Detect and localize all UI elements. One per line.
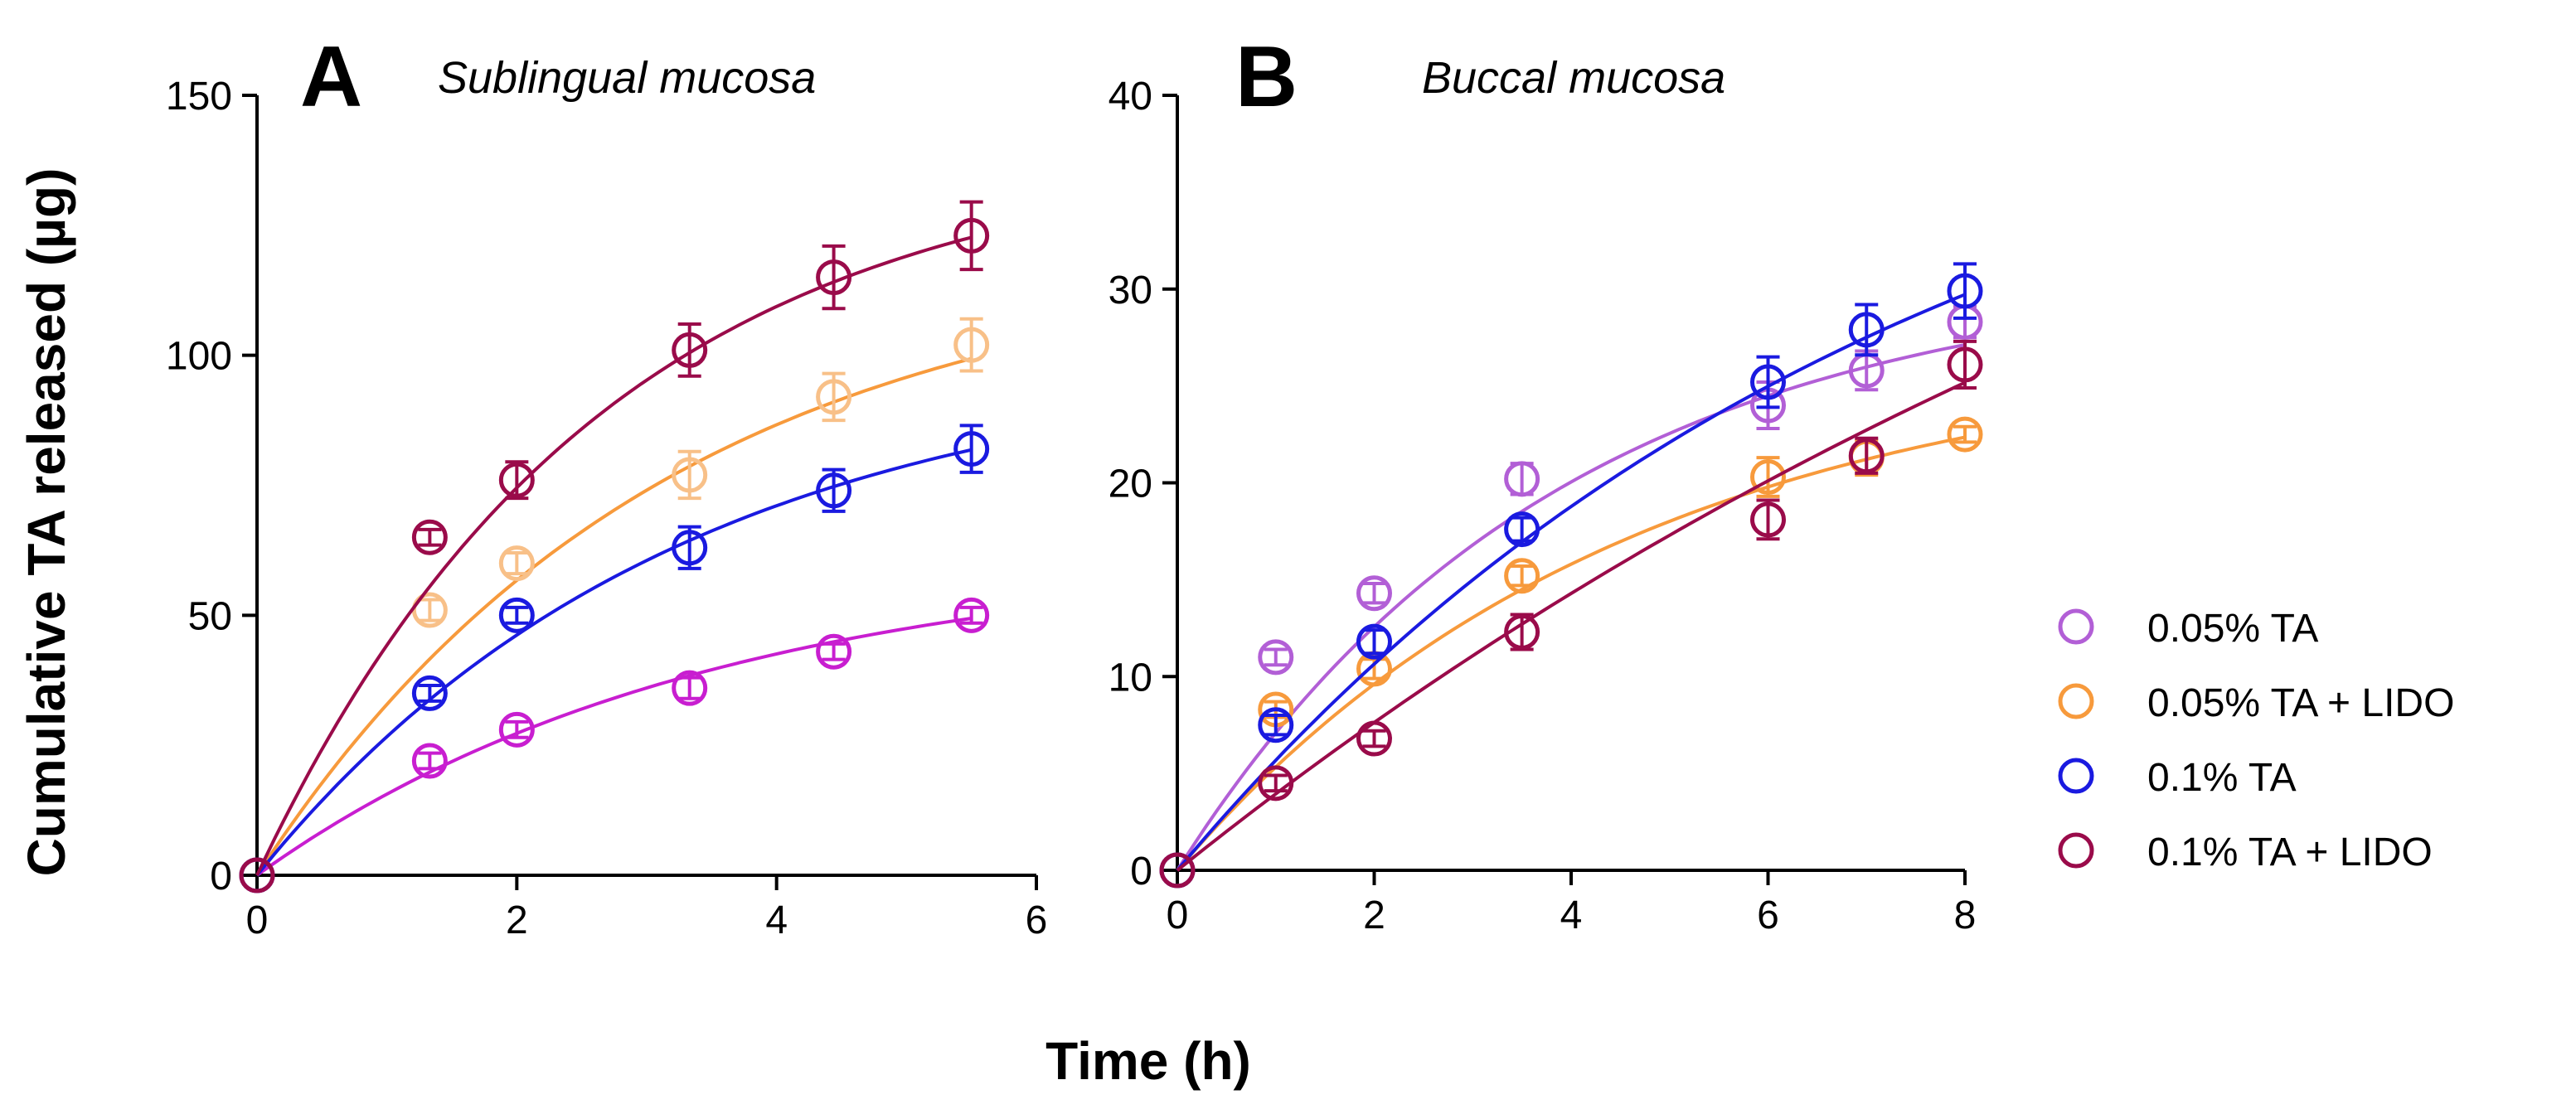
panel-a-series-3-point [953,217,990,254]
panel-a-letter: A [300,29,362,125]
panel-b-series-2-point [1848,312,1885,348]
panel-b-x-tick-label: 2 [1363,893,1385,937]
panel-a-subtitle: Sublingual mucosa [438,53,816,103]
legend-marker-3 [2058,832,2094,869]
panel-b-series-1-point [1504,558,1540,594]
legend-marker-2 [2058,758,2094,794]
legend-marker-0 [2058,608,2094,645]
panel-b-series-0-fit-line [1176,342,1966,872]
panel-b-x-tick-label: 0 [1167,893,1189,937]
panel-b-series-2-point [1750,364,1786,400]
x-axis-title: Time (h) [1045,1031,1251,1091]
panel-b-series-2-point [1356,623,1392,660]
panel-b-series-0-point [1504,461,1540,497]
legend-label-3: 0.1% TA + LIDO [2147,831,2433,874]
panel-a-series-1-point [411,592,448,628]
panel-a-y-tick-label: 50 [188,594,232,638]
panel-a-series-2-point [816,472,852,509]
panel-b-series-3-point [1159,852,1196,889]
panel-a-series-3-fit-line [255,235,973,876]
panel-a-series-2-point [411,675,448,711]
panel-b-series-0-point [1848,352,1885,389]
panel-a-x-tick-label: 2 [506,898,528,942]
panel-b-subtitle: Buccal mucosa [1422,53,1725,103]
panel-a-series-0-fit-line [255,617,972,877]
legend-label-2: 0.1% TA [2147,756,2297,800]
panel-b-series-0-point [1356,575,1392,612]
panel-a-series-1-point [498,545,535,582]
panel-a-series-2-point [953,431,990,467]
panel-b-series-2-point [1947,273,1983,309]
panel-a-series-0-point [498,711,535,748]
panel-b-series-1-point [1750,458,1786,495]
panel-a-series-0-point [411,743,448,779]
panel-b-series-1-point [1947,416,1983,453]
panel-a-series-2-point [672,530,708,566]
panel-a-y-tick-label: 150 [166,75,232,119]
panel-b-series-2-point [1258,707,1294,743]
panel-b-series-3-point [1750,501,1786,538]
panel-a-x-tick-label: 0 [246,898,269,942]
panel-a-x-tick-label: 4 [765,898,788,942]
legend: 0.05% TA 0.05% TA + LIDO 0.1% TA 0.1% TA… [2058,607,2454,874]
panel-b-y-tick-label: 30 [1109,269,1152,312]
panel-a-series-3-point [672,332,708,368]
panel-b-y-tick-label: 0 [1130,850,1152,893]
panel-b-ticks: 0 2 4 6 8 0 10 20 30 40 [1109,75,1977,937]
panel-b-series [1159,262,1983,889]
panel-a-series-3-point [239,857,275,893]
panel-b-series-3-fit-line [1176,380,1966,872]
panel-b-series-3-point [1848,438,1885,474]
panel-b-series-3-point [1258,765,1294,801]
panel-a-series-1-fit-line [255,356,973,877]
panel-a-series-2-point [498,597,535,633]
panel-b-y-tick-label: 40 [1109,75,1152,119]
panel-a-series-1-point [816,379,852,415]
panel-a-series-1-point [953,327,990,363]
panel-a-y-tick-label: 0 [210,855,232,898]
panel-a: A Sublingual mucosa 0 2 4 6 0 50 100 150 [166,29,1047,942]
panel-b-series-1-fit-line [1176,435,1966,872]
panel-b-series-3-point [1356,720,1392,757]
panel-a-series [239,200,990,893]
legend-marker-1 [2058,683,2094,719]
panel-b-x-tick-label: 8 [1954,893,1977,937]
panel-b-series-2-point [1504,511,1540,548]
panel-b-y-tick-label: 20 [1109,462,1152,506]
panel-b-letter: B [1235,29,1298,125]
panel-b-y-tick-label: 10 [1109,656,1152,700]
panel-b-series-2-fit-line [1176,293,1966,872]
panel-a-ticks: 0 2 4 6 0 50 100 150 [166,75,1047,942]
panel-a-series-0-point [953,597,990,633]
panel-a-series-0-point [816,633,852,670]
legend-label-1: 0.05% TA + LIDO [2147,681,2454,725]
panel-b-series-0-point [1258,639,1294,676]
panel-a-series-1-point [672,457,708,493]
panel-b-series-3-point [1504,613,1540,650]
panel-a-series-3-point [816,259,852,296]
panel-a-series-0-point [672,670,708,706]
legend-label-0: 0.05% TA [2147,607,2318,651]
panel-b-x-tick-label: 6 [1757,893,1779,937]
panel-b: B Buccal mucosa 0 2 4 6 8 0 10 20 30 40 [1109,29,1983,937]
panel-a-series-3-point [498,462,535,498]
panel-a-x-tick-label: 6 [1026,898,1048,942]
panel-b-x-tick-label: 4 [1560,893,1583,937]
panel-b-series-3-point [1947,346,1983,383]
panel-a-y-tick-label: 100 [166,335,232,379]
panel-a-series-2-fit-line [255,448,973,877]
panel-a-series-3-point [411,519,448,555]
y-axis-title: Cumulative TA released (µg) [17,168,76,877]
